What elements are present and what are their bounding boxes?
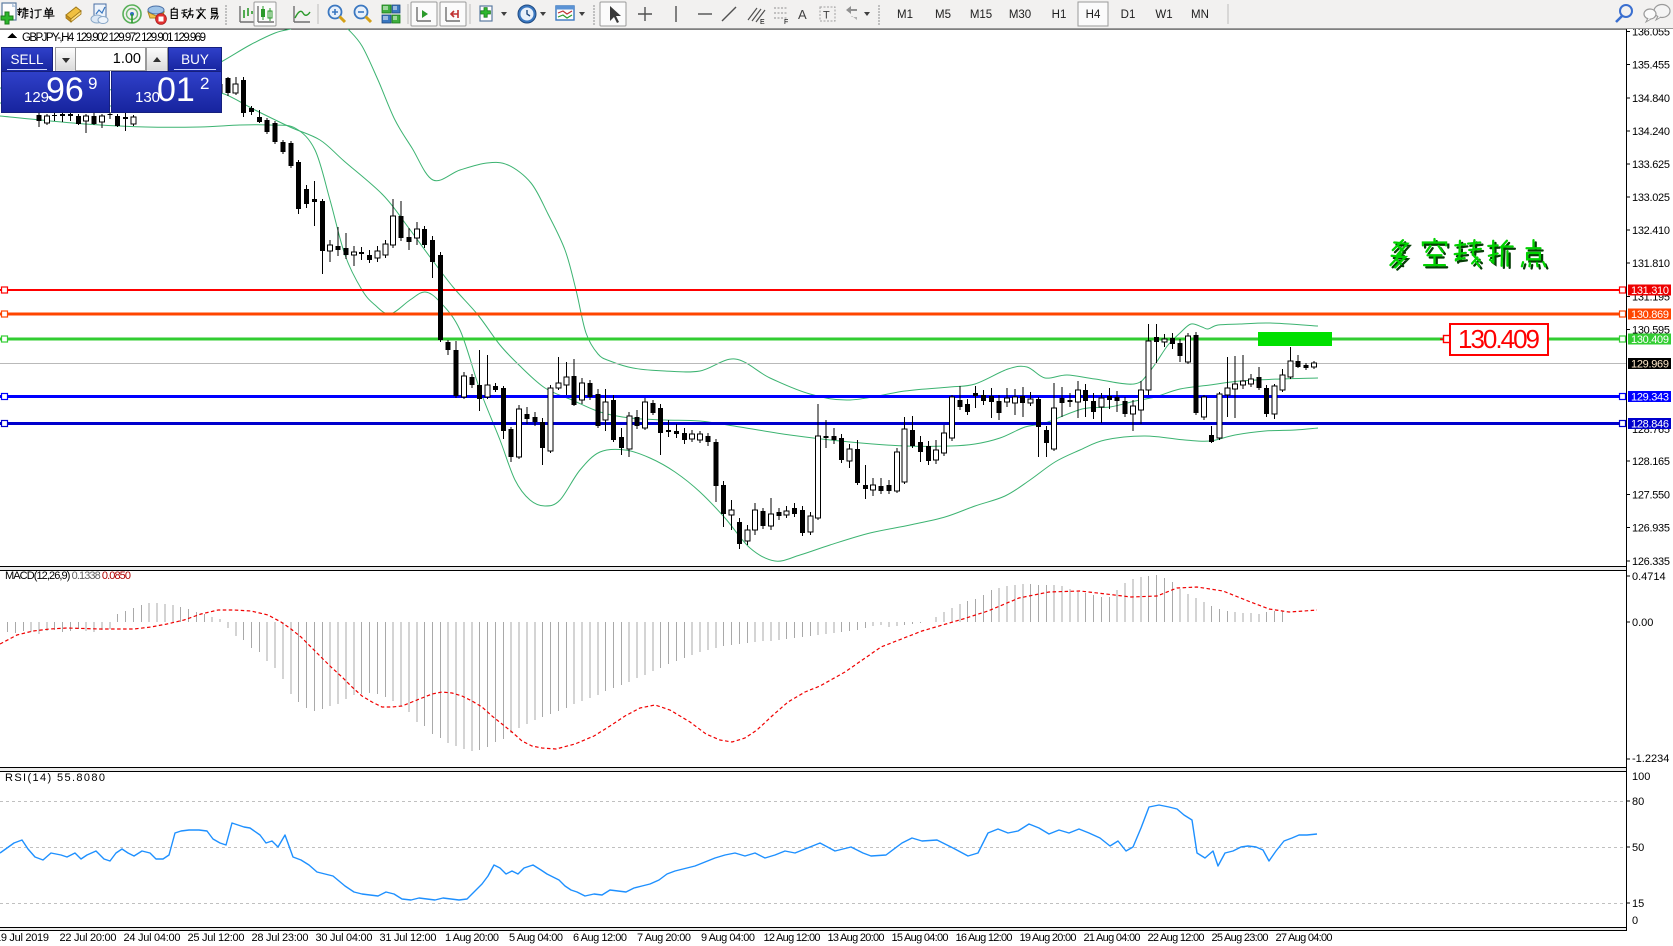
svg-text:22 Jul 20:00: 22 Jul 20:00 [60,932,117,944]
svg-text:H4: H4 [1086,9,1101,21]
svg-text:1 Aug 20:00: 1 Aug 20:00 [445,932,499,944]
svg-text:15: 15 [1632,898,1644,910]
svg-text:13 Aug 20:00: 13 Aug 20:00 [828,932,885,944]
svg-text:134.240: 134.240 [1632,126,1670,138]
svg-text:80: 80 [1632,796,1644,808]
svg-text:M30: M30 [1009,9,1031,21]
svg-text:0.00: 0.00 [1632,617,1653,629]
svg-text:134.840: 134.840 [1632,93,1670,105]
svg-text:129.969: 129.969 [1631,359,1669,371]
svg-text:19 Aug 20:00: 19 Aug 20:00 [1020,932,1077,944]
svg-text:129.343: 129.343 [1631,392,1669,404]
svg-text:E: E [760,19,765,26]
svg-text:128.846: 128.846 [1631,419,1669,431]
svg-text:19 Jul 2019: 19 Jul 2019 [0,932,49,944]
svg-text:12 Aug 12:00: 12 Aug 12:00 [764,932,821,944]
svg-text:25 Aug 23:00: 25 Aug 23:00 [1212,932,1269,944]
svg-text:MN: MN [1191,9,1209,21]
svg-text:27 Aug 04:00: 27 Aug 04:00 [1276,932,1333,944]
svg-text:T: T [823,10,830,22]
svg-text:M5: M5 [935,9,951,21]
svg-text:M1: M1 [897,9,913,21]
svg-text:W1: W1 [1155,9,1172,21]
svg-text:15 Aug 04:00: 15 Aug 04:00 [892,932,949,944]
svg-text:F: F [784,19,788,26]
svg-text:7 Aug 20:00: 7 Aug 20:00 [637,932,691,944]
svg-text:133.625: 133.625 [1632,159,1670,171]
svg-text:126.335: 126.335 [1632,556,1670,568]
svg-text:128.165: 128.165 [1632,456,1670,468]
svg-text:0: 0 [1632,915,1638,927]
svg-text:5 Aug 04:00: 5 Aug 04:00 [509,932,563,944]
svg-text:-1.2234: -1.2234 [1632,753,1669,765]
svg-text:6 Aug 12:00: 6 Aug 12:00 [573,932,627,944]
svg-text:21 Aug 04:00: 21 Aug 04:00 [1084,932,1141,944]
svg-text:132.410: 132.410 [1632,225,1670,237]
svg-text:25 Jul 12:00: 25 Jul 12:00 [188,932,245,944]
svg-text:24 Jul 04:00: 24 Jul 04:00 [124,932,181,944]
svg-text:135.455: 135.455 [1632,60,1670,72]
svg-text:50: 50 [1632,842,1644,854]
svg-text:127.550: 127.550 [1632,490,1670,502]
svg-text:D1: D1 [1121,9,1136,21]
svg-text:131.310: 131.310 [1631,285,1669,297]
svg-text:133.025: 133.025 [1632,192,1670,204]
svg-text:9 Aug 04:00: 9 Aug 04:00 [701,932,755,944]
svg-text:A: A [798,7,807,22]
svg-text:MACD(12,26,9) 0.1338 0.0850: MACD(12,26,9) 0.1338 0.0850 [5,570,131,582]
svg-text:22 Aug 12:00: 22 Aug 12:00 [1148,932,1205,944]
svg-text:RSI(14) 55.8080: RSI(14) 55.8080 [5,772,105,784]
svg-text:100: 100 [1632,771,1650,783]
svg-text:136.055: 136.055 [1632,28,1670,39]
svg-text:H1: H1 [1052,9,1067,21]
svg-text:28 Jul 23:00: 28 Jul 23:00 [252,932,309,944]
svg-text:0.4714: 0.4714 [1632,571,1666,583]
svg-text:126.935: 126.935 [1632,523,1670,535]
svg-text:GBPJPY-,H4 129.902 129.972 12: GBPJPY-,H4 129.902 129.972 129.901 129.9… [22,32,206,44]
svg-text:M15: M15 [970,9,992,21]
svg-text:130.409: 130.409 [1631,334,1669,346]
svg-text:30 Jul 04:00: 30 Jul 04:00 [316,932,373,944]
svg-text:16 Aug 12:00: 16 Aug 12:00 [956,932,1013,944]
svg-text:130.409: 130.409 [1458,324,1540,354]
svg-text:31 Jul 12:00: 31 Jul 12:00 [380,932,437,944]
svg-text:131.810: 131.810 [1632,258,1670,270]
svg-text:130.869: 130.869 [1631,309,1669,321]
